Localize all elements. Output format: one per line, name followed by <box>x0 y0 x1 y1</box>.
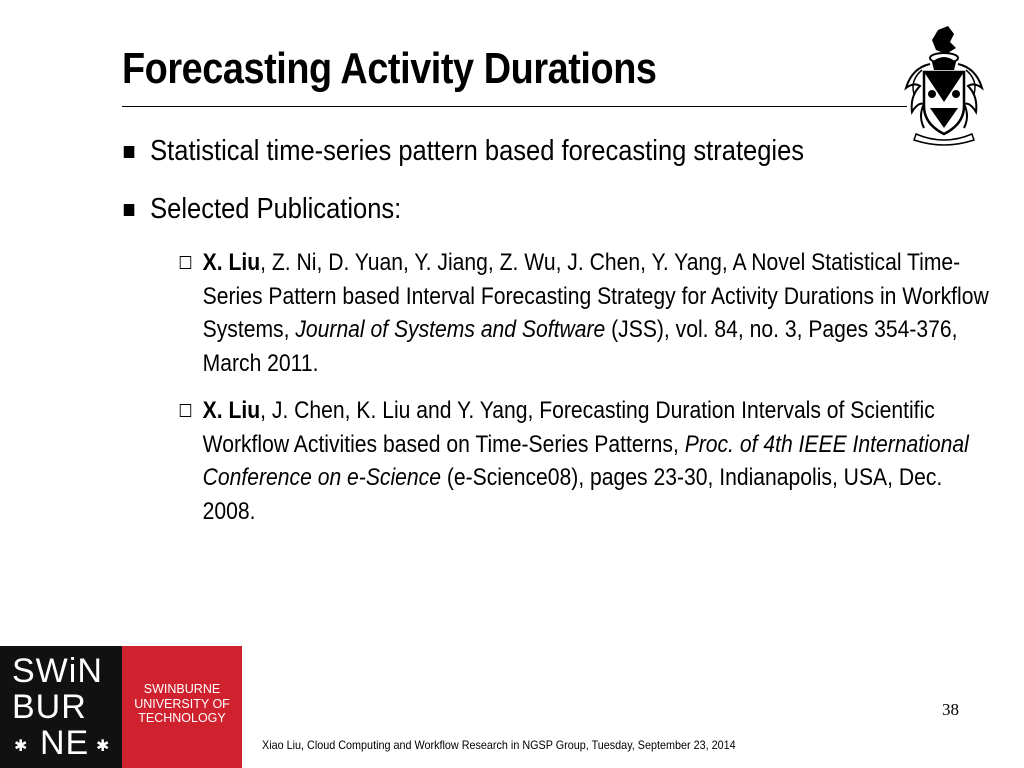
publication-details: (e-Science08), pages 23-30, Indianapolis… <box>202 464 943 525</box>
publication-item: X. Liu, Z. Ni, D. Yuan, Y. Jiang, Z. Wu,… <box>178 246 995 380</box>
bullet-item: Selected Publications: <box>122 188 888 230</box>
publication-item: X. Liu, J. Chen, K. Liu and Y. Yang, For… <box>178 394 995 528</box>
hollow-square-bullet-icon <box>179 256 192 269</box>
logo-name-line: SWINBURNE <box>143 682 221 696</box>
logo-name: SWINBURNE UNIVERSITY OF TECHNOLOGY <box>128 682 236 726</box>
publication-text: , Z. Ni, D. Yuan, Y. Jiang, Z. Wu, J. Ch… <box>202 249 989 343</box>
publication-text: , J. Chen, K. Liu and Y. Yang, Forecasti… <box>202 397 935 458</box>
logo-name-line: UNIVERSITY OF <box>134 696 230 711</box>
publication-author-highlight: X. Liu <box>202 397 261 424</box>
bullet-text: Statistical time-series pattern based fo… <box>150 135 805 167</box>
star-icon: ✱ <box>14 738 28 755</box>
publication-details: (JSS), vol. 84, no. 3, Pages 354-376, Ma… <box>202 316 958 377</box>
content-area: Statistical time-series pattern based fo… <box>122 130 992 542</box>
hollow-square-bullet-icon <box>179 404 192 417</box>
publication-venue: Journal of Systems and Software <box>295 316 606 343</box>
slide-title: Forecasting Activity Durations <box>122 44 657 93</box>
publication-list: X. Liu, Z. Ni, D. Yuan, Y. Jiang, Z. Wu,… <box>178 246 989 528</box>
logo-mark: SWiN BUR ✱ NE ✱ <box>0 646 122 768</box>
university-crest-icon <box>904 26 984 146</box>
page-number: 38 <box>942 700 959 719</box>
logo-mark-line: BUR <box>12 688 87 726</box>
filled-square-bullet-icon <box>123 204 135 216</box>
logo-mark-line: NE <box>40 724 90 762</box>
bullet-text: Selected Publications: <box>150 193 402 225</box>
university-logo: SWiN BUR ✱ NE ✱ SWINBURNE UNIVERSITY OF … <box>0 646 242 768</box>
slide-footer: Xiao Liu, Cloud Computing and Workflow R… <box>262 738 736 752</box>
logo-wordmark: SWINBURNE UNIVERSITY OF TECHNOLOGY <box>122 646 242 768</box>
publication-venue: Proc. of 4th IEEE International Conferen… <box>202 430 969 492</box>
star-icon: ✱ <box>96 738 110 755</box>
publication-author-highlight: X. Liu <box>202 249 261 276</box>
title-divider <box>122 106 907 107</box>
logo-mark-line: SWiN <box>12 652 103 690</box>
filled-square-bullet-icon <box>123 146 135 158</box>
logo-name-line: TECHNOLOGY <box>138 711 226 725</box>
bullet-item: Statistical time-series pattern based fo… <box>122 130 888 172</box>
